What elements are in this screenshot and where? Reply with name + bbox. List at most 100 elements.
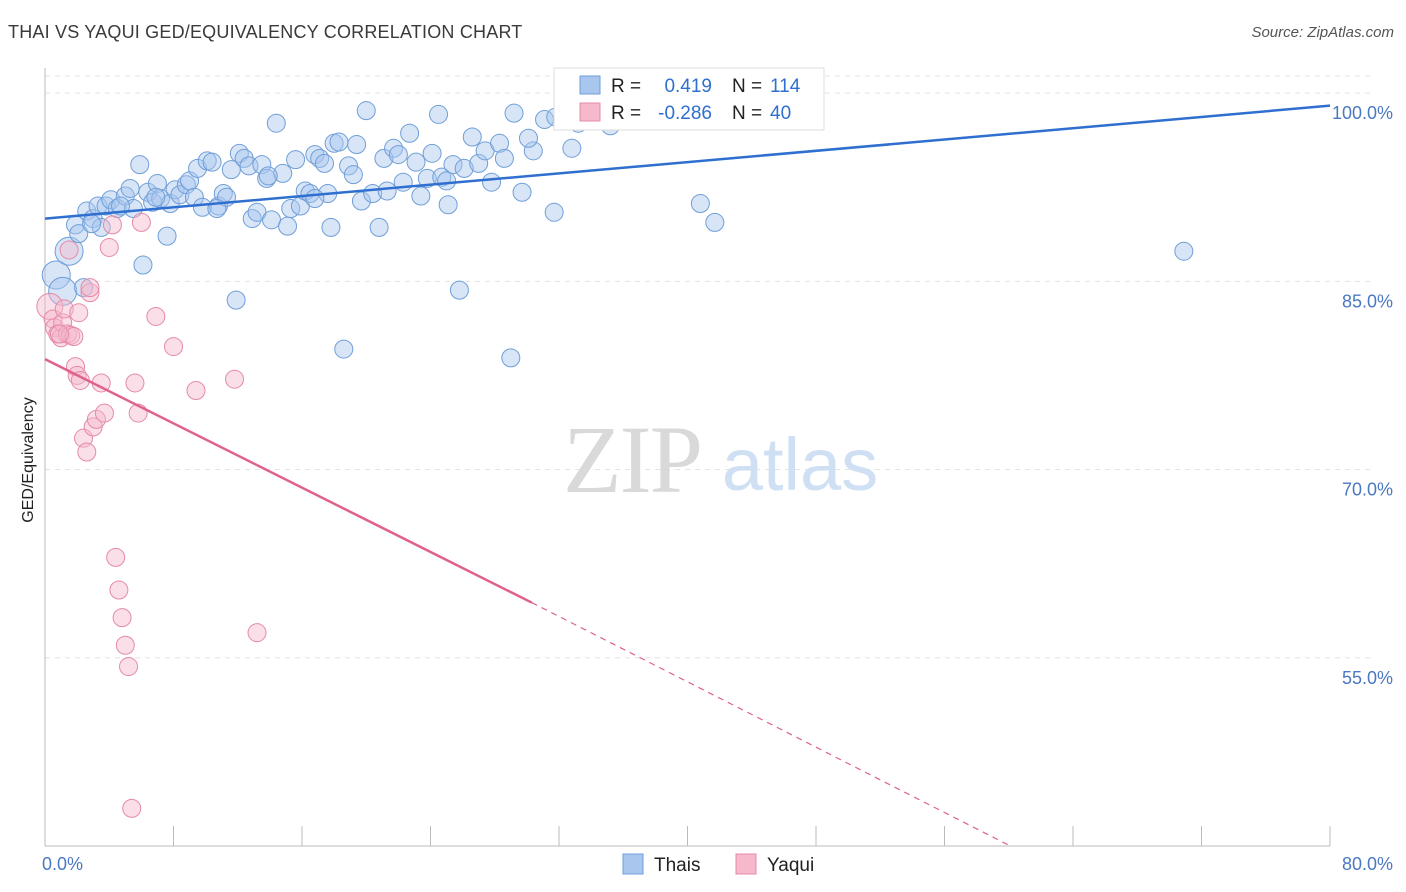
- thai-point: [321, 217, 341, 237]
- yaqui-point: [80, 283, 100, 303]
- yaqui-point: [69, 303, 89, 323]
- thai-point: [82, 214, 102, 234]
- thai-point: [202, 152, 222, 172]
- y-tick-label: 85.0%: [1342, 291, 1393, 311]
- yaqui-point: [64, 327, 84, 347]
- thai-point: [74, 278, 94, 298]
- thai-point: [406, 152, 426, 172]
- thai-point: [422, 143, 442, 163]
- thai-point: [188, 158, 208, 178]
- yaqui-point: [54, 299, 74, 319]
- thai-point: [329, 132, 349, 152]
- thai-point: [501, 348, 521, 368]
- yaqui-trend-line: [44, 358, 533, 604]
- series-legend: Thais Yaqui: [622, 853, 814, 876]
- thai-point: [469, 153, 489, 173]
- thai-point: [377, 181, 397, 201]
- yaqui-point: [164, 337, 183, 357]
- watermark-atlas: atlas: [722, 423, 878, 506]
- thai-point: [512, 182, 532, 202]
- thai-point: [504, 103, 524, 123]
- legend-yaqui-r-label: R =: [611, 103, 641, 124]
- bottom-legend-swatch-thais: [622, 853, 644, 875]
- tick-labels: 100.0% 85.0% 70.0% 55.0% 0.0% 80.0%: [42, 103, 1393, 874]
- thai-point: [437, 171, 457, 191]
- yaqui-point: [225, 369, 245, 389]
- thai-point: [356, 101, 376, 121]
- yaqui-trend-line-extension: [531, 602, 1011, 847]
- yaqui-point: [131, 212, 151, 232]
- thai-point: [130, 155, 150, 175]
- thai-point: [705, 212, 725, 232]
- trend-lines: [44, 104, 1331, 847]
- legend-yaqui-n-label: N =: [732, 103, 762, 124]
- bottom-legend-swatch-yaqui: [735, 853, 757, 875]
- stats-legend: R = 0.419 N = 114 R = -0.286 N = 40: [553, 67, 825, 131]
- yaqui-point: [86, 409, 106, 429]
- watermark-zip: ZIP: [563, 406, 701, 513]
- thai-point: [449, 280, 469, 300]
- thai-point: [411, 186, 431, 206]
- y-tick-label: 100.0%: [1332, 103, 1393, 123]
- thai-point: [388, 145, 408, 165]
- thai-point: [482, 172, 502, 192]
- thai-point: [266, 113, 286, 133]
- yaqui-point: [122, 798, 142, 818]
- thai-point: [91, 217, 111, 237]
- thai-point: [146, 187, 166, 207]
- yaqui-point: [106, 547, 126, 567]
- thai-trend-line: [44, 104, 1331, 220]
- legend-thai-r-label: R =: [611, 76, 641, 97]
- thai-point: [1174, 241, 1194, 261]
- watermark: ZIP atlas: [563, 406, 878, 513]
- y-tick-label: 55.0%: [1342, 668, 1393, 688]
- thai-point: [157, 226, 177, 246]
- y-axis-label: GED/Equivalency: [20, 397, 37, 522]
- yaqui-point: [94, 403, 114, 423]
- chart-title: THAI VS YAQUI GED/EQUIVALENCY CORRELATIO…: [8, 22, 523, 42]
- series-yaqui-points: [36, 212, 267, 818]
- x-tick-label: 0.0%: [42, 854, 83, 874]
- legend-swatch-yaqui: [579, 102, 601, 122]
- axes: [44, 68, 1331, 847]
- thai-point: [523, 141, 543, 161]
- yaqui-point: [109, 580, 129, 600]
- thai-point: [374, 148, 394, 168]
- yaqui-point: [146, 306, 166, 326]
- thai-point: [443, 155, 463, 175]
- thai-point: [347, 135, 367, 155]
- yaqui-point: [49, 324, 69, 344]
- yaqui-point: [77, 442, 97, 462]
- thai-point: [258, 166, 278, 186]
- thai-point: [147, 173, 167, 193]
- thai-point: [462, 127, 482, 147]
- legend-thai-r-value: 0.419: [664, 76, 712, 97]
- thai-point: [69, 224, 89, 244]
- thai-point: [369, 217, 389, 237]
- thai-point: [494, 148, 514, 168]
- thai-point: [170, 185, 190, 205]
- bottom-legend-yaqui: Yaqui: [767, 855, 814, 876]
- legend-yaqui-r-value: -0.286: [658, 103, 712, 124]
- thai-point: [438, 195, 458, 215]
- source-label: Source: ZipAtlas.com: [1251, 24, 1394, 41]
- yaqui-point: [102, 215, 122, 235]
- thai-point: [429, 104, 449, 124]
- thai-point: [305, 189, 325, 209]
- yaqui-point: [112, 608, 132, 628]
- legend-thai-n-label: N =: [732, 76, 762, 97]
- thai-point: [562, 138, 582, 158]
- thai-point: [417, 168, 437, 188]
- thai-point: [133, 255, 153, 275]
- thai-point: [544, 202, 564, 222]
- thai-point: [400, 123, 420, 143]
- y-tick-label: 70.0%: [1342, 480, 1393, 500]
- legend-yaqui-n-value: 40: [770, 103, 791, 124]
- thai-point: [490, 133, 510, 153]
- thai-point: [273, 163, 293, 183]
- thai-point: [41, 260, 71, 290]
- yaqui-point: [186, 380, 206, 400]
- x-tick-label: 80.0%: [1342, 854, 1393, 874]
- yaqui-point: [115, 635, 135, 655]
